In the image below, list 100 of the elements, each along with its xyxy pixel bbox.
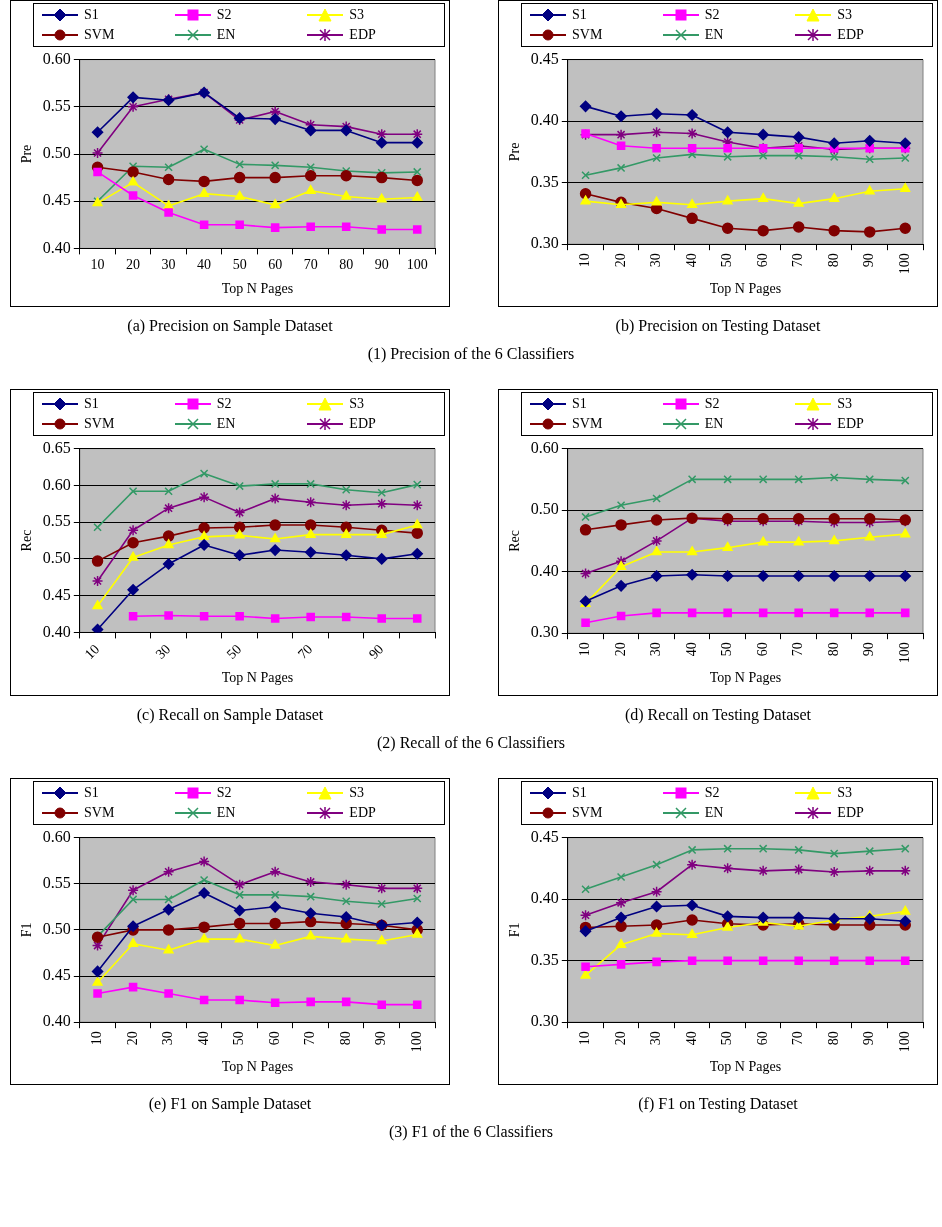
x-tick-label: 20 bbox=[124, 1031, 140, 1046]
legend-label: EN bbox=[216, 416, 236, 432]
text: (1) Precision of the 6 Classifiers bbox=[366, 345, 576, 363]
legend-label: EDP bbox=[837, 805, 864, 821]
y-tick-label: 0.35 bbox=[530, 172, 559, 190]
x-tick-label: 60 bbox=[754, 253, 770, 268]
x-tick-label: 20 bbox=[612, 642, 628, 657]
legend-label: S3 bbox=[837, 7, 853, 23]
x-tick-label: 100 bbox=[406, 257, 428, 273]
y-tick-label: 0.40 bbox=[42, 1012, 71, 1030]
x-tick-label: 60 bbox=[268, 257, 283, 273]
x-tick-label: 40 bbox=[683, 642, 699, 657]
y-tick-label: 0.50 bbox=[42, 920, 71, 938]
x-tick-label: 100 bbox=[896, 253, 912, 275]
x-axis-title: Top N Pages bbox=[709, 281, 782, 297]
x-tick-label: 90 bbox=[374, 257, 389, 273]
y-axis-title: Rec bbox=[507, 530, 523, 552]
y-tick-label: 0.40 bbox=[530, 561, 559, 579]
y-tick-label: 0.60 bbox=[42, 49, 71, 67]
y-tick-label: 0.40 bbox=[530, 889, 559, 907]
x-tick-label: 100 bbox=[408, 1031, 424, 1053]
y-tick-label: 0.60 bbox=[530, 438, 559, 456]
legend-label: S2 bbox=[216, 396, 232, 412]
y-tick-label: 0.55 bbox=[42, 512, 71, 530]
legend-label: EN bbox=[704, 27, 724, 43]
x-tick-label: 90 bbox=[861, 1031, 877, 1046]
y-axis-title: F1 bbox=[507, 922, 523, 938]
x-tick-label: 70 bbox=[303, 257, 318, 273]
y-axis-title: Pre bbox=[19, 144, 35, 164]
y-tick-label: 0.50 bbox=[530, 500, 559, 518]
x-tick-label: 80 bbox=[825, 642, 841, 657]
x-tick-label: 100 bbox=[896, 642, 912, 664]
legend-label: S3 bbox=[837, 785, 853, 801]
x-axis-title: Top N Pages bbox=[709, 670, 782, 686]
y-tick-label: 0.30 bbox=[530, 1012, 559, 1030]
legend-label: S2 bbox=[216, 7, 232, 23]
legend-label: EDP bbox=[349, 416, 376, 432]
legend-label: EN bbox=[704, 805, 724, 821]
text: (f) F1 on Testing Dataset bbox=[637, 1095, 799, 1113]
legend-label: SVM bbox=[84, 416, 115, 432]
y-tick-label: 0.40 bbox=[42, 622, 71, 640]
legend-label: S2 bbox=[216, 785, 232, 801]
x-tick-label: 30 bbox=[648, 642, 664, 657]
x-tick-label: 10 bbox=[81, 641, 103, 662]
x-tick-label: 60 bbox=[266, 1031, 282, 1046]
legend-label: EDP bbox=[837, 416, 864, 432]
legend-label: S3 bbox=[349, 785, 365, 801]
x-tick-label: 90 bbox=[861, 253, 877, 268]
x-tick-label: 50 bbox=[223, 641, 245, 662]
legend-label: EDP bbox=[837, 27, 864, 43]
y-tick-label: 0.60 bbox=[42, 827, 71, 845]
legend-label: S1 bbox=[572, 396, 587, 412]
x-tick-label: 40 bbox=[683, 1031, 699, 1046]
legend-label: EN bbox=[704, 416, 724, 432]
x-axis-title: Top N Pages bbox=[709, 1059, 782, 1075]
x-tick-label: 40 bbox=[683, 253, 699, 268]
legend-label: SVM bbox=[572, 416, 603, 432]
x-tick-label: 80 bbox=[825, 253, 841, 268]
x-axis-title: Top N Pages bbox=[221, 281, 294, 297]
x-tick-label: 90 bbox=[373, 1031, 389, 1046]
x-tick-label: 90 bbox=[861, 642, 877, 657]
y-tick-label: 0.40 bbox=[530, 111, 559, 129]
legend-label: S2 bbox=[704, 785, 720, 801]
x-tick-label: 50 bbox=[719, 642, 735, 657]
x-tick-label: 100 bbox=[896, 1031, 912, 1053]
text: (e) F1 on Sample Dataset bbox=[147, 1095, 313, 1113]
x-tick-label: 10 bbox=[577, 253, 593, 268]
y-tick-label: 0.55 bbox=[42, 97, 71, 114]
x-tick-label: 90 bbox=[365, 641, 387, 662]
x-tick-label: 70 bbox=[790, 642, 806, 657]
x-axis-title: Top N Pages bbox=[221, 670, 294, 686]
x-tick-label: 30 bbox=[648, 1031, 664, 1046]
legend-label: S1 bbox=[84, 785, 99, 801]
y-tick-label: 0.30 bbox=[530, 623, 559, 641]
legend-label: SVM bbox=[572, 805, 603, 821]
y-tick-label: 0.30 bbox=[530, 234, 559, 252]
legend-label: SVM bbox=[572, 27, 603, 43]
x-tick-label: 80 bbox=[339, 257, 354, 273]
x-tick-label: 10 bbox=[577, 1031, 593, 1046]
legend-label: SVM bbox=[84, 27, 115, 43]
y-tick-label: 0.35 bbox=[530, 950, 559, 968]
x-axis-title: Top N Pages bbox=[221, 1059, 294, 1075]
x-tick-label: 80 bbox=[337, 1031, 353, 1046]
legend-label: SVM bbox=[84, 805, 115, 821]
text: (c) Recall on Sample Dataset bbox=[135, 706, 325, 724]
x-tick-label: 70 bbox=[302, 1031, 318, 1046]
y-tick-label: 0.55 bbox=[42, 873, 71, 891]
x-tick-label: 70 bbox=[790, 253, 806, 268]
x-tick-label: 80 bbox=[825, 1031, 841, 1046]
x-tick-label: 10 bbox=[89, 1031, 105, 1046]
y-tick-label: 0.45 bbox=[530, 49, 559, 67]
legend-label: S2 bbox=[704, 7, 720, 23]
x-tick-label: 30 bbox=[161, 257, 176, 273]
x-tick-label: 70 bbox=[790, 1031, 806, 1046]
y-tick-label: 0.40 bbox=[42, 238, 71, 256]
x-tick-label: 50 bbox=[719, 253, 735, 268]
y-tick-label: 0.65 bbox=[42, 438, 71, 456]
x-tick-label: 60 bbox=[754, 1031, 770, 1046]
legend-label: S2 bbox=[704, 396, 720, 412]
x-tick-label: 40 bbox=[197, 257, 212, 273]
